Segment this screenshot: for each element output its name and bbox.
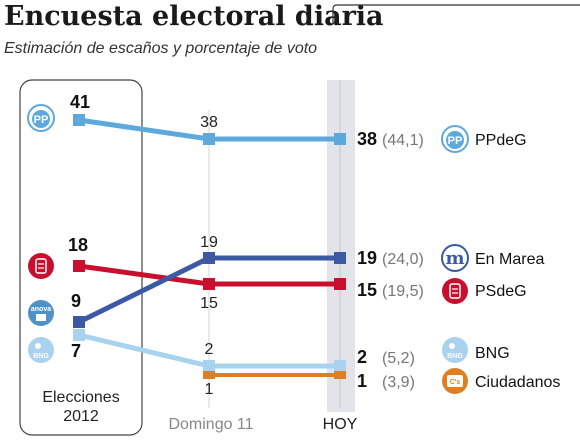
value-hoy-ppdeg: 38: [357, 129, 377, 149]
value-hoy-en-marea: 19: [357, 248, 377, 268]
value-hoy-bng: 2: [357, 347, 367, 367]
marker-en-marea-2: [334, 252, 346, 264]
elections-2012-box: [19, 79, 143, 436]
title-rule: [332, 4, 580, 24]
marker-ciudadanos-1: [203, 371, 215, 379]
x-tick-label-1: Domingo 11: [168, 416, 253, 433]
marker-ciudadanos-2: [334, 371, 346, 379]
value-2012-ppdeg: 41: [70, 92, 90, 112]
party-name-psdeg: PSdeG: [475, 283, 527, 300]
marker-ppdeg-2: [334, 133, 346, 145]
svg-text:m: m: [445, 248, 464, 269]
pct-hoy-en-marea: (24,0): [382, 251, 424, 268]
marker-bng-1: [203, 360, 215, 372]
party-name-ppdeg: PPdeG: [475, 132, 527, 149]
chart-title: Encuesta electoral diaria: [4, 1, 384, 32]
pct-hoy-ppdeg: (44,1): [382, 132, 424, 149]
x-tick-label-2: HOY: [323, 416, 358, 433]
marker-ppdeg-0: [73, 114, 85, 126]
x-tick-label-0-line-1: Elecciones: [42, 389, 119, 406]
party-name-bng: BNG: [475, 345, 510, 362]
svg-text:C's: C's: [450, 379, 461, 386]
marker-psdeg-1: [203, 278, 215, 290]
value-2012-bng: 7: [71, 341, 81, 361]
svg-text:BNG: BNG: [447, 353, 463, 360]
value-domingo-psdeg: 15: [200, 295, 218, 312]
svg-text:PP: PP: [34, 114, 49, 126]
marker-ppdeg-1: [203, 133, 215, 145]
pp-logo-icon-hoy: PP: [441, 125, 469, 153]
pct-hoy-ciudadanos: (3,9): [382, 374, 415, 391]
value-2012-age: 9: [71, 291, 81, 311]
value-domingo-ppdeg: 38: [200, 114, 218, 131]
marker-age-0: [73, 316, 85, 328]
marker-bng-0: [73, 329, 85, 341]
value-domingo-bng: 2: [205, 341, 214, 358]
chart-subtitle: Estimación de escaños y porcentaje de vo…: [4, 40, 317, 57]
psdeg-logo-icon-2012: [28, 253, 54, 279]
marker-psdeg-0: [73, 260, 85, 272]
pct-hoy-psdeg: (19,5): [382, 283, 424, 300]
party-name-en-marea: En Marea: [475, 251, 544, 268]
pct-hoy-bng: (5,2): [382, 350, 415, 367]
marker-en-marea-1: [203, 252, 215, 264]
svg-text:BNG: BNG: [33, 353, 49, 360]
bng-logo-icon-hoy: BNG: [442, 337, 468, 363]
pp-logo-icon-2012: PP: [27, 104, 55, 132]
x-tick-label-0-line-2: 2012: [63, 408, 99, 425]
value-2012-psdeg: 18: [68, 235, 88, 255]
en-marea-logo-icon-hoy: m: [441, 244, 469, 272]
value-hoy-ciudadanos: 1: [357, 371, 367, 391]
anova-logo-icon-2012: anova: [28, 300, 54, 326]
bng-logo-icon-2012: BNG: [28, 337, 54, 363]
psdeg-logo-icon-hoy: [442, 278, 468, 304]
marker-bng-2: [334, 360, 346, 372]
value-domingo-en-marea: 19: [200, 234, 218, 251]
party-name-ciudadanos: Ciudadanos: [475, 374, 560, 391]
svg-text:PP: PP: [448, 135, 463, 147]
marker-psdeg-2: [334, 278, 346, 290]
ciudadanos-logo-icon-hoy: C's: [442, 368, 468, 394]
value-domingo-ciudadanos: 1: [205, 381, 214, 398]
svg-text:anova: anova: [31, 306, 51, 313]
series-link-age-en-marea: [77, 255, 211, 325]
value-hoy-psdeg: 15: [357, 280, 377, 300]
